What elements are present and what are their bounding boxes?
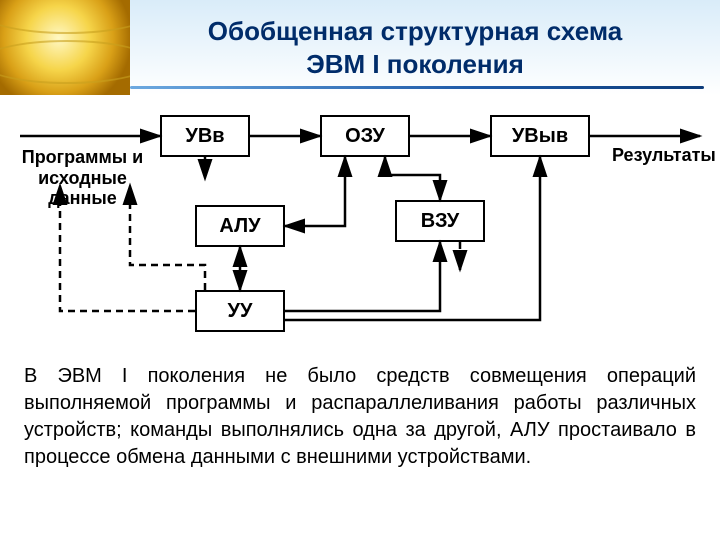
title-line-1: Обобщенная структурная схема	[130, 15, 700, 48]
node-alu: АЛУ	[195, 205, 285, 247]
node-uvyv: УВыв	[490, 115, 590, 157]
slide-header: Обобщенная структурная схема ЭВМ I покол…	[0, 0, 720, 95]
node-vzu: ВЗУ	[395, 200, 485, 242]
node-ozu: ОЗУ	[320, 115, 410, 157]
block-diagram: УВв ОЗУ УВыв АЛУ ВЗУ УУ Программы и исхо…	[0, 95, 720, 345]
title-line-2: ЭВМ I поколения	[130, 48, 700, 81]
label-input-l2: исходные данные	[38, 168, 127, 209]
node-uvv: УВв	[160, 115, 250, 157]
node-uu: УУ	[195, 290, 285, 332]
label-input: Программы и исходные данные	[5, 147, 160, 209]
label-output: Результаты	[612, 145, 716, 166]
globe-image	[0, 0, 130, 95]
description-paragraph: В ЭВМ I поколения не было средств совмещ…	[0, 345, 720, 471]
label-input-l1: Программы и	[22, 147, 144, 167]
slide-title: Обобщенная структурная схема ЭВМ I покол…	[130, 15, 720, 80]
title-underline	[130, 86, 704, 89]
